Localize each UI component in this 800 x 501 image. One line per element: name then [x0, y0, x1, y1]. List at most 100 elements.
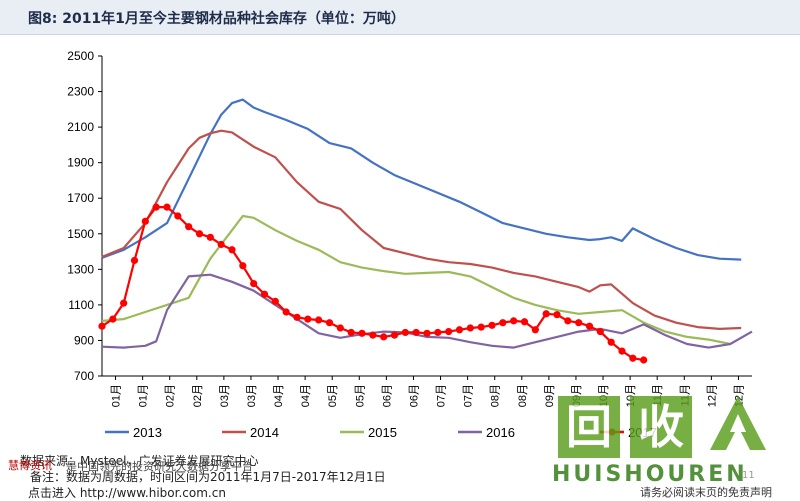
x-tick-label: 06月 — [381, 384, 393, 407]
series-point-2017 — [423, 329, 431, 337]
series-point-2017 — [185, 223, 193, 231]
series-point-2017 — [510, 317, 518, 325]
x-tick-label: 03月 — [246, 384, 258, 407]
watermark-box-2: 收 — [630, 396, 692, 458]
y-tick-label: 900 — [74, 333, 94, 347]
x-tick-label: 12月 — [706, 384, 718, 407]
series-point-2017 — [477, 323, 485, 331]
legend-label-2013: 2013 — [133, 425, 162, 440]
x-tick-label: 03月 — [219, 384, 231, 407]
series-point-2017 — [542, 310, 550, 318]
x-tick-label: 08月 — [490, 384, 502, 407]
x-tick-label: 02月 — [165, 384, 177, 407]
x-tick-label: 05月 — [354, 384, 366, 407]
series-line-2013 — [101, 98, 742, 261]
series-point-2017 — [120, 299, 128, 307]
watermark: 回 收 HUISHOUREN — [538, 390, 778, 500]
series-line-2014 — [101, 129, 742, 330]
series-point-2017 — [564, 317, 572, 325]
x-tick-label: 08月 — [517, 384, 529, 407]
series-point-2017 — [531, 326, 539, 334]
title-bar: 图8: 2011年1月至今主要钢材品种社会库存（单位：万吨） — [0, 0, 800, 35]
y-tick-label: 1500 — [67, 227, 94, 241]
legend-label-2014: 2014 — [250, 425, 279, 440]
series-point-2017 — [596, 327, 604, 336]
y-tick-label: 700 — [74, 369, 94, 383]
series-point-2017 — [315, 316, 323, 324]
x-tick-label: 05月 — [327, 384, 339, 407]
period-note: 备注：数据为周数据，时间区间为2011年1月7日-2017年12月1日 — [30, 470, 386, 484]
chart-title: 图8: 2011年1月至今主要钢材品种社会库存（单位：万吨） — [28, 11, 405, 27]
source-note: 数据来源：Mysteel，广发证券发展研究中心 — [20, 454, 259, 468]
series-point-2017 — [293, 313, 301, 321]
x-tick-label: 06月 — [408, 384, 420, 407]
series-point-2017 — [109, 315, 117, 323]
y-tick-label: 1100 — [68, 298, 94, 312]
legend-label-2015: 2015 — [368, 425, 397, 440]
series-point-2017 — [325, 319, 334, 327]
watermark-box-1: 回 — [558, 396, 620, 458]
series-point-2017 — [228, 246, 236, 254]
x-tick-label: 07月 — [463, 384, 475, 407]
series-point-2017 — [141, 217, 149, 225]
series-point-2017 — [206, 233, 214, 241]
page-number: 11 — [742, 470, 755, 481]
series-point-2017 — [553, 311, 561, 319]
series-point-2017 — [585, 322, 594, 330]
series-point-2017 — [152, 203, 160, 211]
series-point-2017 — [401, 328, 409, 337]
series-point-2017 — [336, 324, 344, 332]
series-point-2017 — [445, 327, 453, 336]
recycle-logo-icon — [710, 396, 766, 450]
series-point-2017 — [607, 338, 615, 346]
series-point-2017 — [260, 290, 269, 298]
y-tick-label: 2500 — [67, 49, 94, 63]
y-tick-label: 1900 — [67, 156, 94, 170]
series-point-2017 — [618, 347, 626, 355]
series-point-2017 — [640, 356, 648, 364]
x-tick-label: 01月 — [111, 384, 123, 407]
x-tick-label: 02月 — [192, 384, 204, 407]
y-tick-label: 2100 — [67, 120, 94, 134]
series-point-2017 — [575, 319, 583, 327]
series-point-2017 — [195, 230, 204, 238]
series-point-2017 — [499, 319, 507, 327]
x-tick-label: 04月 — [300, 384, 312, 407]
series-point-2017 — [455, 326, 464, 334]
series-line-2015 — [101, 214, 731, 346]
series-point-2017 — [282, 308, 290, 316]
series-point-2017 — [217, 240, 225, 249]
y-tick-label: 2300 — [67, 85, 94, 99]
x-tick-label: 01月 — [138, 384, 150, 407]
series-point-2017 — [369, 331, 377, 339]
site-link[interactable]: 点击进入 http://www.hibor.com.cn — [28, 486, 226, 500]
series-point-2017 — [358, 329, 366, 337]
series-point-2017 — [434, 328, 442, 337]
x-tick-label: 04月 — [273, 384, 285, 407]
series-point-2017 — [304, 315, 312, 323]
series-point-2017 — [520, 318, 529, 326]
series-point-2017 — [174, 212, 182, 220]
series-point-2017 — [130, 256, 139, 265]
disclaimer: 请务必阅读末页的免责声明 — [640, 486, 772, 499]
x-tick-label: 07月 — [436, 384, 448, 407]
series-point-2017 — [271, 297, 279, 305]
series-point-2017 — [239, 262, 247, 270]
series-point-2017 — [347, 328, 355, 337]
brand-tag: 慧博资讯 — [8, 459, 52, 472]
series-point-2017 — [163, 203, 171, 211]
series-point-2017 — [390, 331, 399, 339]
y-tick-label: 1300 — [67, 262, 94, 276]
series-point-2017 — [488, 321, 496, 329]
y-tick-label: 1700 — [67, 191, 94, 205]
series-point-2017 — [466, 324, 474, 332]
series-point-2017 — [250, 279, 258, 288]
series-point-2017 — [629, 354, 637, 362]
series-point-2017 — [380, 333, 388, 341]
legend-label-2016: 2016 — [486, 425, 515, 440]
series-point-2017 — [98, 322, 106, 330]
platform-overlay: 是中国领先的投资研究大数据分享平台 — [66, 460, 253, 473]
series-point-2017 — [412, 328, 420, 337]
x-tick-label: 09月 — [544, 384, 556, 407]
